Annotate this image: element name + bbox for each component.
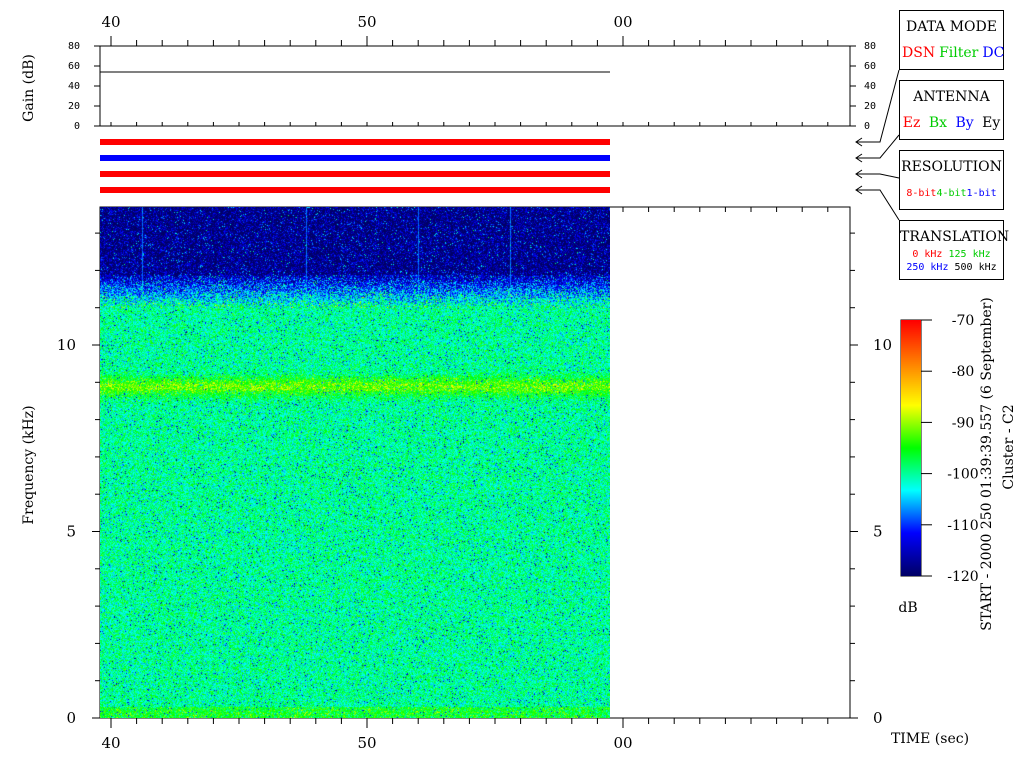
colorbar-tick-label: -80 [952, 364, 975, 380]
gain-tick-label-right: 0 [864, 121, 870, 132]
callout-line [856, 173, 900, 179]
gain-panel-frame [99, 45, 851, 127]
legend-antenna: ANTENNA Ez Bx By Ey [899, 80, 1004, 140]
gain-tick-label-left: 40 [68, 81, 80, 92]
gain-axis-title: Gain (dB) [21, 54, 37, 122]
start-time-label: START - 2000 250 01:39:39.557 (6 Septemb… [979, 297, 995, 631]
legend-translation-title: TRANSLATION [900, 229, 1010, 245]
colorbar-tick-label: -110 [947, 518, 978, 534]
callout-line [856, 134, 900, 159]
chart-title: Cluster - C2 [1001, 404, 1017, 489]
callout-arrow [855, 137, 863, 147]
legend-item-ey: Ey [982, 115, 1001, 131]
legend-callout-lines [855, 69, 900, 221]
gain-tick-label-right: 20 [864, 101, 876, 112]
legend-item-8bit: 8-bit [906, 188, 937, 199]
freq-tick-label-left: 0 [66, 709, 76, 727]
gain-tick-label-right: 80 [864, 41, 876, 52]
freq-tick-label-left: 5 [66, 523, 76, 541]
callout-line [856, 69, 900, 143]
colorbar-tick-label: -70 [952, 313, 975, 329]
legend-data-mode: DATA MODE DSN Filter DC [899, 10, 1004, 70]
gain-tick-label-left: 20 [68, 101, 80, 112]
spectrogram-image [100, 207, 610, 718]
mode-bar-data-mode [100, 139, 610, 145]
time-tick-label-top: 40 [101, 13, 120, 31]
mode-bars [100, 139, 610, 193]
legend-item-ez: Ez [902, 115, 921, 131]
gain-tick-label-left: 80 [68, 41, 80, 52]
colorbar-label: dB [898, 600, 917, 616]
legend-translation-row1: 0 kHz 125 kHz [900, 248, 1003, 261]
colorbar-gradient [901, 320, 921, 576]
frequency-axis: 0 0 5 5 10 10 [57, 232, 892, 727]
colorbar-axis: -70 -80 -90 -100 -110 -120 [900, 313, 979, 585]
legend-antenna-title: ANTENNA [913, 89, 990, 105]
time-axis: 40 40 50 50 00 00 [101, 13, 829, 752]
gain-tick-label-right: 40 [864, 81, 876, 92]
legend-resolution-items: 8-bit4-bit1-bit [900, 187, 1003, 200]
mode-bar-translation [100, 187, 610, 193]
legend-data-mode-items: DSN Filter DC [900, 45, 1005, 61]
freq-tick-label-right: 0 [873, 709, 883, 727]
freq-tick-label-right: 5 [873, 523, 883, 541]
time-tick-label-bottom: 00 [613, 734, 632, 752]
gain-tick-label-left: 0 [74, 121, 80, 132]
mode-bar-antenna [100, 155, 610, 161]
freq-tick-label-right: 10 [873, 336, 892, 354]
legend-item-dc: DC [982, 45, 1005, 61]
legend-item-125khz: 125 kHz [948, 249, 991, 260]
legend-item-bx: Bx [928, 115, 947, 131]
legend-item-by: By [955, 115, 974, 131]
time-tick-label-bottom: 50 [357, 734, 376, 752]
callout-arrow [855, 185, 863, 195]
legend-resolution-title: RESOLUTION [901, 159, 1002, 175]
colorbar-tick-label: -100 [947, 467, 978, 483]
time-tick-label-top: 00 [613, 13, 632, 31]
frequency-axis-title: Frequency (kHz) [21, 405, 37, 524]
time-tick-label-top: 50 [357, 13, 376, 31]
freq-tick-label-left: 10 [57, 336, 76, 354]
time-axis-title: TIME (sec) [891, 731, 969, 747]
legend-data-mode-title: DATA MODE [906, 19, 997, 35]
gain-tick-label-left: 60 [68, 61, 80, 72]
legend-item-1bit: 1-bit [966, 188, 997, 199]
time-tick-label-bottom: 40 [101, 734, 120, 752]
mode-bar-resolution [100, 171, 610, 177]
gain-tick-label-right: 60 [864, 61, 876, 72]
legend-antenna-items: Ez Bx By Ey [900, 115, 1003, 131]
legend-item-dsn: DSN [902, 45, 936, 61]
callout-arrow [855, 169, 863, 179]
legend-item-500khz: 500 kHz [954, 262, 997, 273]
legend-item-filter: Filter [939, 45, 979, 61]
legend-translation: TRANSLATION 0 kHz 125 kHz 250 kHz 500 kH… [899, 220, 1010, 280]
callout-arrow [855, 153, 863, 163]
colorbar-tick-label: -90 [952, 415, 975, 431]
gain-axis: 0 0 20 20 40 40 60 60 80 80 [68, 41, 876, 132]
callout-line [856, 189, 900, 221]
legend-item-250khz: 250 kHz [906, 262, 949, 273]
legend-item-0khz: 0 kHz [912, 249, 943, 260]
colorbar-tick-label: -120 [947, 569, 978, 585]
legend-resolution: RESOLUTION 8-bit4-bit1-bit [899, 150, 1004, 210]
legend-item-4bit: 4-bit [936, 188, 967, 199]
legend-translation-row2: 250 kHz 500 kHz [900, 261, 1003, 274]
